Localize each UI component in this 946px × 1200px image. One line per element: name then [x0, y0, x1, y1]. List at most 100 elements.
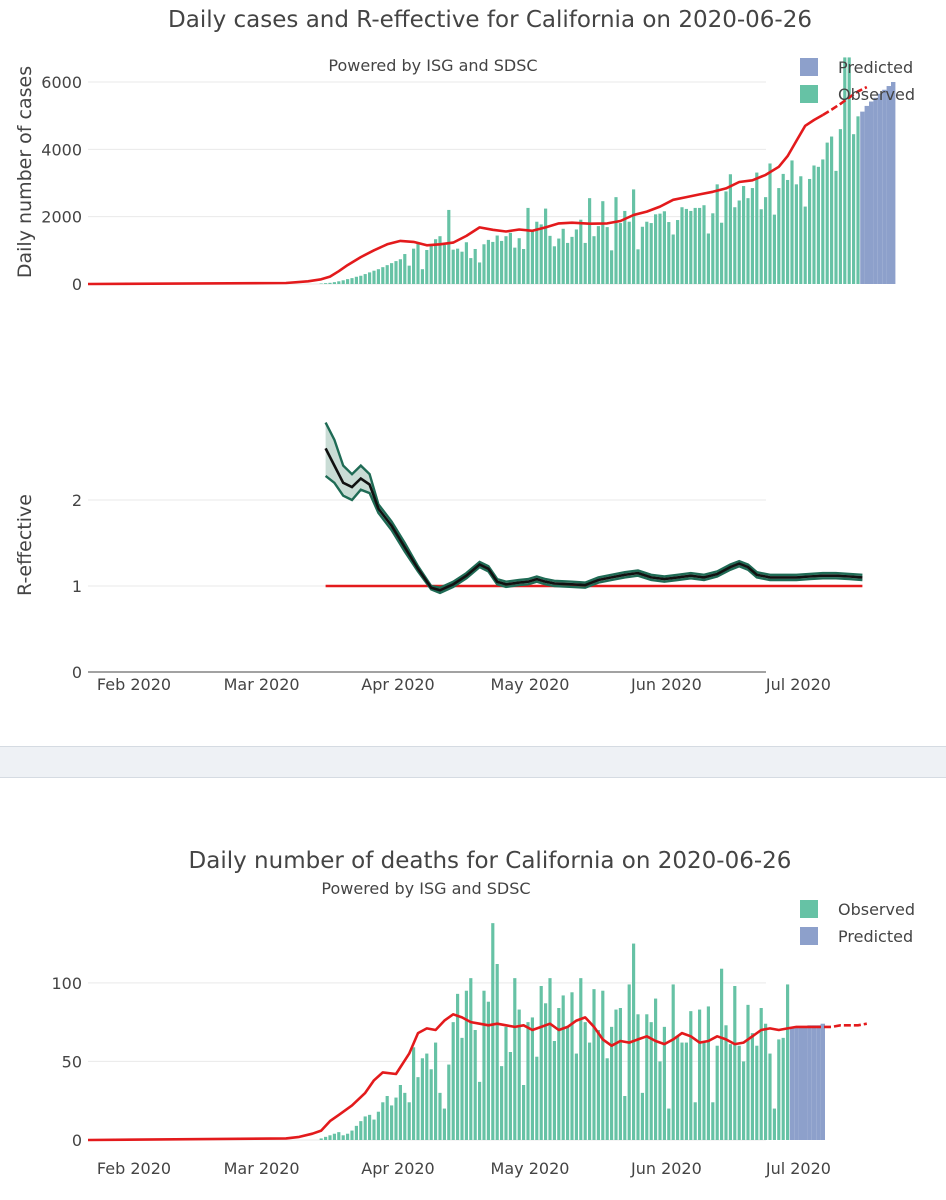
- cases-observed-bar: [548, 235, 552, 284]
- deaths-observed-bar: [469, 978, 473, 1140]
- cases-observed-bar: [416, 242, 420, 284]
- cases-observed-bar: [698, 207, 702, 284]
- cases-trend-line: [87, 113, 824, 286]
- cases-observed-bar: [689, 210, 693, 284]
- cases-observed-bar: [530, 231, 534, 284]
- reff-xtick-label: Apr 2020: [361, 675, 434, 694]
- deaths-chart-subtitle: Powered by ISG and SDSC: [321, 879, 530, 898]
- cases-observed-bar: [574, 229, 578, 284]
- deaths-observed-bar: [398, 1085, 402, 1140]
- deaths-observed-bar: [764, 1023, 768, 1140]
- deaths-predicted-bar: [820, 1023, 825, 1140]
- reff-xtick-label: Mar 2020: [224, 675, 300, 694]
- cases-observed-bar: [385, 265, 389, 284]
- deaths-observed-bar: [640, 1092, 644, 1140]
- cases-observed-bar: [799, 176, 803, 284]
- deaths-observed-bar: [363, 1116, 367, 1140]
- deaths-observed-bar: [583, 1022, 587, 1140]
- deaths-chart-title: Daily number of deaths for California on…: [189, 848, 792, 874]
- deaths-legend-swatch: [800, 900, 818, 918]
- deaths-xtick-label: Feb 2020: [97, 1159, 171, 1178]
- deaths-predicted-bar: [798, 1026, 803, 1140]
- deaths-observed-bar: [742, 1061, 746, 1140]
- cases-observed-bar: [354, 276, 358, 284]
- cases-observed-bar: [456, 248, 460, 284]
- cases-legend-label: Predicted: [838, 58, 913, 77]
- cases-observed-bar: [341, 280, 345, 284]
- cases-observed-bar: [671, 234, 675, 284]
- cases-observed-bar: [706, 233, 710, 284]
- deaths-observed-bar: [394, 1097, 398, 1140]
- cases-observed-bar: [535, 221, 539, 284]
- cases-observed-bar: [526, 207, 530, 284]
- cases-observed-bar: [539, 224, 543, 284]
- cases-observed-bar: [654, 214, 658, 284]
- deaths-observed-bar: [676, 1036, 680, 1140]
- deaths-observed-bar: [544, 1003, 548, 1140]
- cases-observed-bar: [596, 226, 600, 284]
- cases-observed-bar: [803, 206, 807, 284]
- reff-lower-bound-line: [324, 474, 863, 595]
- cases-observed-bar: [724, 191, 728, 284]
- deaths-observed-bar: [460, 1037, 464, 1140]
- cases-observed-bar: [794, 184, 798, 284]
- deaths-observed-bar: [728, 1044, 732, 1140]
- cases-ytick-label: 2000: [41, 208, 82, 227]
- reff-ytick-label: 0: [72, 663, 82, 682]
- deaths-observed-bar: [478, 1081, 482, 1140]
- cases-observed-bar: [429, 244, 433, 284]
- cases-observed-bar: [720, 222, 724, 284]
- cases-observed-bar: [680, 207, 684, 284]
- deaths-observed-bar: [486, 1001, 490, 1140]
- reff-xtick-label: May 2020: [491, 675, 570, 694]
- cases-observed-bar: [847, 57, 851, 284]
- deaths-observed-bar: [381, 1102, 385, 1140]
- cases-predicted-bar: [864, 105, 869, 284]
- deaths-observed-bar: [416, 1077, 420, 1140]
- cases-observed-bar: [825, 142, 829, 284]
- deaths-observed-bar: [390, 1105, 394, 1140]
- deaths-observed-bar: [601, 990, 605, 1140]
- cases-observed-bar: [451, 249, 455, 284]
- cases-observed-bar: [517, 238, 521, 284]
- cases-observed-bar: [676, 220, 680, 284]
- cases-observed-bar: [684, 208, 688, 284]
- cases-observed-bar: [830, 136, 834, 284]
- cases-observed-bar: [486, 239, 490, 284]
- deaths-predicted-bar: [807, 1025, 812, 1140]
- cases-observed-bar: [570, 236, 574, 284]
- deaths-observed-bar: [561, 995, 565, 1140]
- cases-observed-bar: [808, 178, 812, 284]
- deaths-observed-bar: [319, 1138, 323, 1140]
- cases-observed-bar: [605, 227, 609, 284]
- deaths-observed-bar: [610, 1026, 614, 1140]
- deaths-observed-bar: [706, 1006, 710, 1140]
- deaths-figure: Daily number of deaths for California on…: [0, 778, 946, 1200]
- deaths-observed-bar: [579, 978, 583, 1140]
- deaths-xtick-label: Apr 2020: [361, 1159, 434, 1178]
- cases-observed-bar: [843, 57, 847, 284]
- deaths-observed-bar: [526, 1022, 530, 1140]
- cases-observed-bar: [469, 258, 473, 284]
- cases-observed-bar: [478, 262, 482, 284]
- cases-observed-bar: [601, 201, 605, 284]
- cases-observed-bar: [376, 269, 380, 284]
- deaths-observed-bar: [605, 1058, 609, 1140]
- deaths-ytick-label: 50: [62, 1052, 82, 1071]
- cases-observed-bar: [715, 184, 719, 284]
- reff-ytick-label: 1: [72, 577, 82, 596]
- cases-observed-bar: [667, 222, 671, 284]
- cases-observed-bar: [381, 267, 385, 284]
- deaths-observed-bar: [447, 1064, 451, 1140]
- deaths-observed-bar: [429, 1069, 433, 1140]
- cases-observed-bar: [838, 129, 842, 284]
- cases-observed-bar: [781, 173, 785, 284]
- cases-observed-bar: [658, 213, 662, 284]
- deaths-observed-bar: [451, 1022, 455, 1140]
- cases-observed-bar: [566, 242, 570, 284]
- deaths-observed-bar: [548, 978, 552, 1140]
- cases-observed-bar: [328, 282, 332, 284]
- deaths-predicted-bar: [789, 1028, 795, 1140]
- deaths-observed-bar: [500, 1066, 504, 1140]
- cases-observed-bar: [737, 200, 741, 284]
